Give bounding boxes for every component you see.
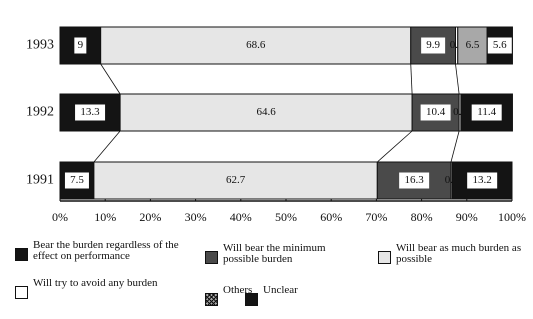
- x-tick-label: 20%: [139, 210, 161, 224]
- value-label: 68.6: [246, 39, 266, 51]
- legend-swatch: [205, 251, 218, 264]
- label-box: [74, 37, 87, 54]
- connector: [410, 63, 413, 95]
- x-tick-label: 30%: [185, 210, 207, 224]
- connector: [377, 130, 413, 163]
- value-label: 9.9: [426, 39, 440, 51]
- label-box: [64, 172, 89, 189]
- value-label: 7.5: [70, 174, 84, 186]
- connector: [455, 63, 460, 95]
- x-tick-label: 70%: [365, 210, 387, 224]
- value-label: 64.6: [256, 106, 276, 118]
- legend-swatch: [15, 286, 28, 299]
- value-label: 9: [78, 39, 84, 51]
- legend-label: Will bear the minimum possible burden: [223, 242, 326, 265]
- legend-swatch: [378, 251, 391, 264]
- x-tick-label: 40%: [230, 210, 252, 224]
- legend-item: Will try to avoid any burden: [15, 278, 183, 299]
- value-label: 10.4: [426, 106, 446, 118]
- legend-item: Will bear the minimum possible burden: [205, 243, 363, 265]
- bar-segment: [93, 161, 378, 200]
- connector: [93, 130, 121, 163]
- bar-segment: [119, 93, 413, 132]
- x-tick-label: 90%: [456, 210, 478, 224]
- value-label: 16.3: [405, 174, 425, 186]
- label-box: [420, 104, 451, 121]
- legend-item: Will bear as much burden as possible: [378, 243, 533, 265]
- x-tick-label: 50%: [275, 210, 297, 224]
- label-box: [399, 172, 430, 189]
- bar-segment: [457, 26, 488, 65]
- legend-swatch: [15, 248, 28, 261]
- x-tick-label: 10%: [94, 210, 116, 224]
- legend-item: Bear the burden regardless of the effect…: [15, 240, 193, 262]
- value-label: 13.3: [80, 106, 100, 118]
- y-tick-label: 1992: [26, 105, 54, 120]
- legend-label: Will bear as much burden as possible: [396, 242, 522, 265]
- x-tick-label: 0%: [52, 210, 68, 224]
- value-label: 6.5: [466, 39, 480, 51]
- value-label: 62.7: [226, 174, 246, 186]
- legend-label: Unclear: [263, 284, 298, 296]
- y-tick-label: 1991: [26, 173, 54, 188]
- legend-swatch: [245, 293, 258, 306]
- legend-label: Will try to avoid any burden: [33, 277, 158, 289]
- value-label: 13.2: [473, 174, 492, 186]
- x-tick-label: 100%: [498, 210, 526, 224]
- chart: 0% 10% 20% 30% 40% 50% 60% 70% 80% 90% 100% 1993 9 68…: [26, 26, 526, 224]
- connector: [450, 130, 460, 163]
- label-box: [75, 104, 106, 121]
- legend-label: Others: [223, 284, 253, 296]
- connector: [100, 63, 121, 95]
- legend-item: Unclear: [245, 285, 343, 306]
- y-tick-label: 1993: [26, 38, 54, 53]
- legend-swatch: [205, 293, 218, 306]
- label-box: [471, 104, 502, 121]
- value-label: 11.4: [477, 106, 496, 118]
- x-tick-label: 80%: [411, 210, 433, 224]
- label-box: [467, 172, 498, 189]
- label-box: [487, 37, 512, 54]
- x-tick-label: 60%: [320, 210, 342, 224]
- value-label: 5.6: [493, 39, 507, 51]
- bar-segment: [100, 26, 412, 65]
- legend-label: Bear the burden regardless of the effect…: [33, 239, 179, 262]
- label-box: [421, 37, 446, 54]
- legend-item: Others: [205, 285, 283, 306]
